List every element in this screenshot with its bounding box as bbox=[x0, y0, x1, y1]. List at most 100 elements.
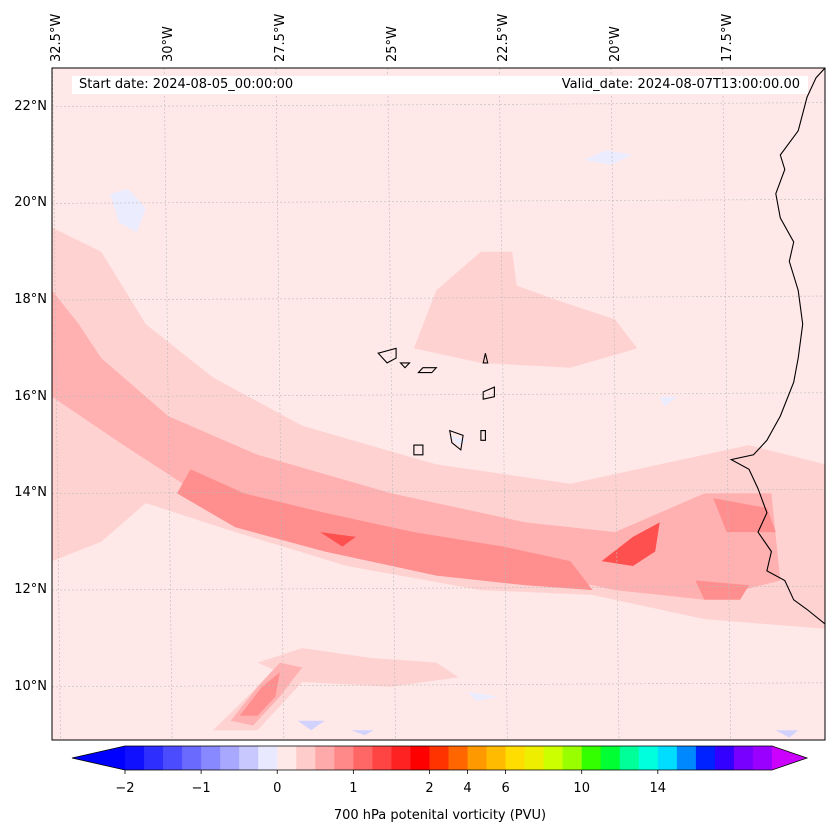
pv-region-17 bbox=[351, 730, 374, 736]
colorbar-swatch bbox=[429, 746, 449, 770]
colorbar-swatch bbox=[486, 746, 507, 770]
pv-region-14 bbox=[449, 435, 468, 446]
valid-date-label: Valid_date: 2024-08-07T13:00:00.00 bbox=[561, 77, 800, 92]
lon-tick-label: 30°W bbox=[161, 26, 177, 62]
colorbar-swatch bbox=[410, 746, 430, 770]
colorbar-swatch bbox=[467, 746, 488, 770]
parallel-line bbox=[52, 102, 825, 107]
coastline-layer bbox=[377, 68, 825, 625]
pv-region-8 bbox=[713, 498, 776, 533]
colorbar-swatch bbox=[144, 746, 164, 770]
colorbar-swatch bbox=[315, 746, 335, 770]
island-outline-4 bbox=[482, 386, 495, 400]
start-date-label: Start date: 2024-08-05_00:00:00 bbox=[79, 77, 294, 92]
pv-region-15 bbox=[467, 691, 499, 702]
colorbar-tick-label: −2 bbox=[115, 781, 135, 796]
parallel-line bbox=[52, 392, 825, 398]
pv-region-7 bbox=[239, 672, 280, 716]
map-frame bbox=[51, 67, 826, 741]
island-outline-7 bbox=[413, 444, 424, 456]
parallel-line bbox=[52, 682, 825, 688]
lat-tick-label: 22°N bbox=[14, 98, 47, 114]
africa-coastline bbox=[729, 68, 825, 625]
colorbar-tick-label: 1 bbox=[349, 781, 358, 796]
colorbar-swatch bbox=[448, 746, 469, 770]
gridlines bbox=[52, 68, 825, 740]
colorbar-swatch bbox=[638, 746, 659, 770]
colorbar-under-arrow bbox=[72, 746, 125, 770]
island-outline-0 bbox=[377, 347, 397, 364]
parallel-line bbox=[52, 295, 825, 301]
colorbar-tick-label: 4 bbox=[463, 781, 472, 796]
colorbar-swatch bbox=[695, 746, 716, 770]
pv-region-6 bbox=[177, 469, 593, 591]
meridian-line bbox=[387, 68, 396, 740]
pv-contour-layer bbox=[52, 150, 825, 738]
colorbar-swatch bbox=[600, 746, 621, 770]
colorbar-swatch bbox=[163, 746, 183, 770]
colorbar-title: 700 hPa potenital vorticity (PVU) bbox=[333, 808, 547, 823]
pv-region-9 bbox=[695, 580, 749, 600]
colorbar-swatch bbox=[752, 746, 773, 770]
pv-region-13 bbox=[583, 150, 633, 165]
colorbar-swatch bbox=[524, 746, 545, 770]
lon-tick-label: 20°W bbox=[607, 26, 623, 62]
pv-region-10 bbox=[601, 522, 660, 566]
meridian-line bbox=[610, 68, 620, 740]
pv-region-12 bbox=[110, 188, 146, 233]
lon-tick-label: 17.5°W bbox=[719, 13, 735, 62]
pv-region-11 bbox=[320, 532, 356, 547]
island-outline-1 bbox=[399, 362, 411, 369]
colorbar-swatch bbox=[334, 746, 354, 770]
colorbar-swatch bbox=[733, 746, 754, 770]
pv-region-16 bbox=[659, 396, 678, 407]
pv-region-2 bbox=[257, 648, 459, 687]
meridian-line bbox=[275, 68, 285, 740]
island-outline-5 bbox=[448, 429, 464, 451]
lat-tick-label: 10°N bbox=[14, 678, 47, 694]
meridian-line bbox=[722, 68, 731, 740]
colorbar-tick-label: 6 bbox=[501, 781, 510, 796]
meridian-line bbox=[52, 68, 61, 740]
lat-tick-label: 18°N bbox=[14, 292, 47, 308]
lon-tick-label: 27.5°W bbox=[272, 13, 288, 62]
colorbar-swatch bbox=[182, 746, 202, 770]
lat-tick-label: 12°N bbox=[14, 582, 47, 598]
colorbar-swatch bbox=[391, 746, 411, 770]
colorbar bbox=[71, 745, 809, 774]
colorbar-swatch bbox=[657, 746, 678, 770]
colorbar-tick-label: 14 bbox=[649, 781, 667, 796]
lon-tick-label: 25°W bbox=[384, 26, 400, 62]
colorbar-swatch bbox=[505, 746, 526, 770]
lat-tick-label: 14°N bbox=[14, 485, 47, 501]
meridian-line bbox=[163, 68, 173, 740]
colorbar-tick-label: −1 bbox=[191, 781, 211, 796]
island-outline-6 bbox=[480, 430, 486, 441]
colorbar-swatch bbox=[258, 746, 278, 770]
pv-region-1 bbox=[413, 251, 638, 368]
parallel-line bbox=[52, 585, 825, 591]
colorbar-swatch bbox=[372, 746, 392, 770]
colorbar-swatch bbox=[562, 746, 583, 770]
colorbar-swatch bbox=[239, 746, 259, 770]
lat-tick-label: 16°N bbox=[14, 388, 47, 404]
colorbar-swatch bbox=[714, 746, 735, 770]
parallel-line bbox=[52, 199, 825, 204]
island-outline-3 bbox=[482, 353, 489, 364]
colorbar-swatch bbox=[220, 746, 240, 770]
lat-tick-label: 20°N bbox=[14, 195, 47, 211]
lon-tick-label: 32.5°W bbox=[49, 13, 65, 62]
pv-region-18 bbox=[297, 720, 325, 731]
date-banner bbox=[72, 76, 808, 94]
colorbar-swatch bbox=[201, 746, 221, 770]
colorbar-over-arrow bbox=[772, 746, 807, 770]
colorbar-tick-label: 10 bbox=[573, 781, 590, 796]
pv-region-19 bbox=[775, 730, 799, 738]
colorbar-swatch bbox=[619, 746, 640, 770]
colorbar-swatch bbox=[296, 746, 316, 770]
lon-tick-label: 22.5°W bbox=[496, 13, 512, 62]
colorbar-swatch bbox=[353, 746, 373, 770]
colorbar-swatch bbox=[125, 746, 145, 770]
colorbar-tick-label: 0 bbox=[273, 781, 282, 796]
